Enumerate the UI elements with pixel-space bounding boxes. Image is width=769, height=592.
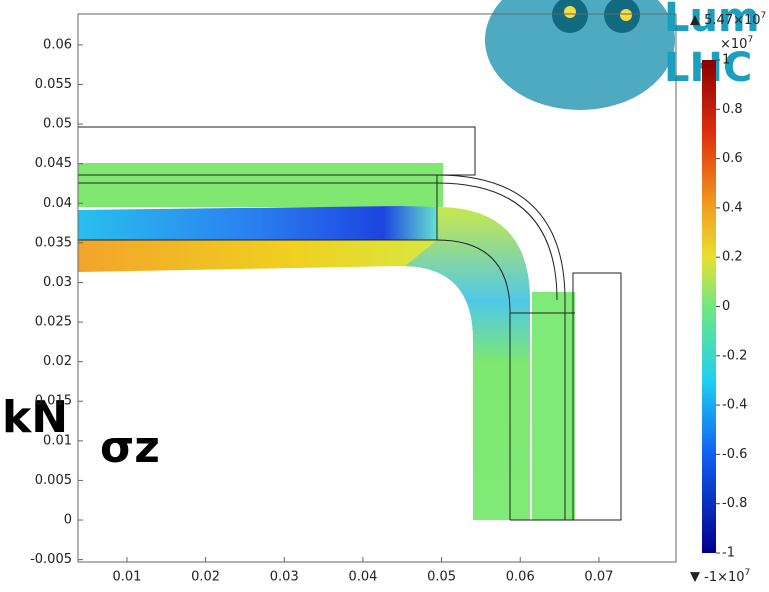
y-tick-label: 0.025 [35,315,72,330]
min-value: -1×10 [704,570,744,585]
max-power: 7 [761,11,767,21]
colorbar-tick-label: -0.4 [722,398,747,413]
y-tick-label: 0.05 [43,117,72,132]
colorbar-tick-label: 1 [722,53,730,68]
y-tick-label: 0.06 [43,37,72,52]
exponent-power: 7 [747,35,753,45]
colorbar-tick-label: -0.2 [722,348,747,363]
colorbar-tick-label: -1 [722,546,735,561]
annotation: kN [2,392,68,443]
colorbar-tick-label: 0.6 [722,151,743,166]
y-tick-label: 0.045 [35,156,72,171]
min-label: ▼ -1×107 [690,568,750,585]
y-tick-label: 0.005 [35,473,72,488]
colorbar-tick-label: -0.8 [722,496,747,511]
logo: Lum LHC [485,0,760,110]
plot-frame [77,13,677,563]
colorbar-tick-label: 0.2 [722,250,743,265]
y-tick-label: 0 [64,513,72,528]
colorbar-tick-label: -0.6 [722,447,747,462]
x-tick-label: 0.06 [506,570,535,585]
exponent-base: ×10 [720,37,747,52]
x-tick-label: 0.07 [584,570,613,585]
x-tick-label: 0.03 [270,570,299,585]
exponent: ×107 [720,35,753,52]
y-tick-label: 0.02 [43,354,72,369]
logo-text: Lum [664,0,760,41]
min-power: 7 [745,568,751,578]
x-tick-label: 0.01 [112,570,141,585]
y-tick-label: 0.055 [35,77,72,92]
max-label: ▲ 5.47×107 [690,11,766,28]
x-tick-label: 0.05 [427,570,456,585]
y-tick-label: -0.005 [30,552,72,567]
colorbar [702,60,716,553]
x-tick-label: 0.02 [191,570,220,585]
y-tick-label: 0.015 [35,394,72,409]
colorbar-tick-label: 0.4 [722,200,743,215]
x-tick-label: 0.04 [348,570,377,585]
annotation: σz [100,422,160,473]
y-tick-label: 0.04 [43,196,72,211]
colorbar-tick-label: 0 [722,299,730,314]
max-value: 5.47×10 [704,13,760,28]
colorbar-tick-label: 0.8 [722,102,743,117]
field [77,126,622,521]
y-tick-label: 0.035 [35,235,72,250]
y-tick-label: 0.03 [43,275,72,290]
y-tick-label: 0.01 [43,433,72,448]
